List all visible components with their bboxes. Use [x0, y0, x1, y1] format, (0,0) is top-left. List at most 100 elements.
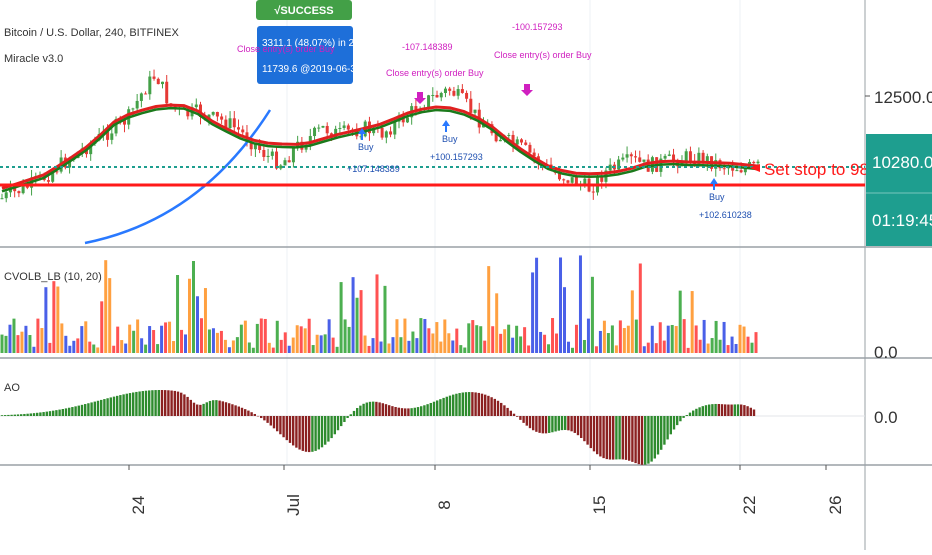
stop-annotation: Set stop to 9895	[764, 160, 888, 179]
volume-bar	[8, 324, 12, 353]
ao-bar	[160, 390, 164, 416]
volume-pane-label: CVOLB_LB (10, 20)	[4, 271, 102, 283]
ao-bar	[586, 416, 589, 445]
ao-bar	[567, 416, 570, 431]
candle	[452, 86, 456, 97]
ao-bar	[228, 403, 231, 416]
ao-bar	[599, 416, 602, 457]
ao-bar	[314, 416, 317, 451]
candle	[313, 126, 317, 140]
volume-bar	[28, 335, 32, 353]
volume-bar	[594, 346, 598, 353]
ao-bar	[93, 401, 96, 416]
ao-bar	[410, 408, 413, 416]
candle	[435, 90, 439, 98]
candle	[152, 69, 156, 81]
volume-bar	[48, 342, 52, 353]
ao-pane-label: AO	[4, 382, 20, 394]
ao-bar	[628, 416, 631, 461]
ao-bar	[519, 416, 522, 420]
candle	[384, 130, 388, 144]
ao-bar	[359, 405, 362, 416]
volume-bar	[64, 335, 68, 353]
candle	[634, 150, 638, 163]
volume-bar	[706, 343, 710, 353]
ao-bar	[304, 416, 308, 452]
ao-bar	[596, 416, 599, 455]
close-arrow-icon	[521, 84, 533, 96]
volume-bar	[439, 341, 443, 353]
candle	[621, 153, 625, 162]
ao-bar	[615, 416, 618, 460]
buy-pnl-1: +107.148389	[347, 164, 400, 174]
volume-bar	[598, 330, 602, 353]
volume-bar	[670, 324, 674, 353]
volume-bar	[642, 346, 646, 353]
candle	[701, 150, 705, 167]
candle	[638, 150, 642, 163]
ao-bar	[375, 401, 378, 416]
candle	[342, 121, 346, 131]
volume-bar	[559, 257, 563, 353]
volume-bar	[423, 318, 427, 353]
candle	[667, 150, 671, 157]
ao-bar	[541, 416, 544, 434]
ao-bar	[240, 407, 244, 416]
candle	[283, 157, 287, 166]
ao-bar	[90, 402, 93, 416]
ao-bar	[301, 416, 304, 451]
candle	[160, 81, 164, 89]
ao-bar	[554, 416, 557, 432]
ao-bar	[36, 412, 39, 416]
volume-bar	[622, 328, 626, 353]
volume-bar	[247, 342, 251, 353]
volume-bar	[263, 318, 267, 353]
ao-bar	[224, 402, 228, 416]
candle	[325, 122, 329, 138]
volume-bar	[291, 337, 295, 353]
ao-bar	[119, 395, 122, 416]
volume-bar	[335, 346, 339, 353]
volume-bar	[100, 301, 104, 353]
ao-bar	[10, 414, 13, 416]
ao-bar	[212, 400, 215, 416]
ao-bar	[400, 408, 404, 416]
ao-bar	[420, 406, 423, 416]
ao-bar	[500, 402, 503, 416]
volume-bar	[391, 337, 395, 353]
candle	[275, 146, 279, 170]
ao-bar	[564, 416, 567, 430]
ao-bar	[423, 405, 426, 416]
ao-bar	[560, 416, 564, 431]
volume-bar	[319, 335, 323, 353]
ao-bar	[512, 413, 516, 416]
ao-bar	[292, 416, 295, 446]
ao-bar	[720, 404, 724, 416]
volume-bar	[578, 255, 582, 353]
ao-bar	[416, 407, 420, 416]
volume-bar	[283, 332, 287, 353]
ao-bar	[733, 404, 736, 416]
ao-bar	[471, 392, 474, 416]
candle	[266, 148, 270, 163]
volume-bar	[754, 332, 758, 353]
volume-bar	[646, 342, 650, 353]
ao-bar	[272, 416, 276, 429]
ao-bar	[570, 416, 573, 432]
volume-bar	[243, 320, 247, 353]
ao-bar	[580, 416, 583, 438]
ao-bar	[740, 404, 743, 416]
ao-bar	[711, 404, 714, 416]
volume-bar	[399, 337, 403, 353]
time-axis: 24 Jul 8 15 22 26	[128, 465, 845, 516]
volume-bar	[383, 285, 387, 353]
ao-bar	[186, 396, 189, 416]
volume-bar	[140, 338, 144, 353]
ao-bar	[157, 390, 160, 416]
candle	[291, 146, 295, 168]
ao-bar	[218, 400, 221, 416]
ao-bar	[362, 403, 365, 416]
ao-bar	[666, 416, 669, 440]
